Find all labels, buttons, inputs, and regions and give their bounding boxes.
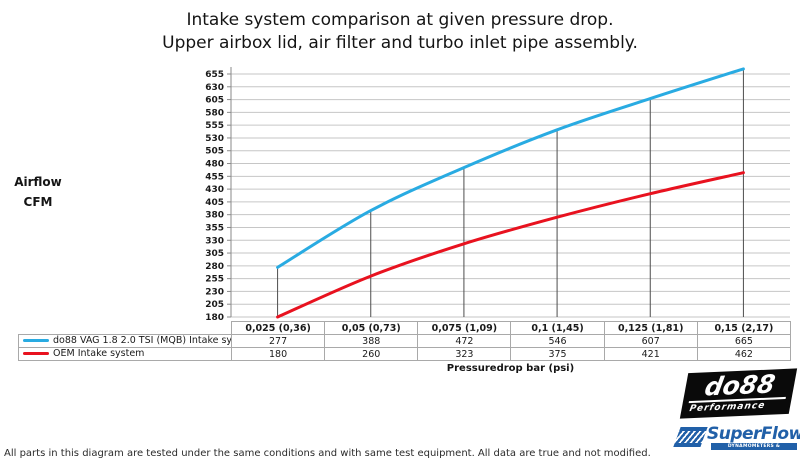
x-axis-label-cell: 0,05 (0,73) — [324, 321, 419, 335]
x-axis-label-cell: 0,025 (0,36) — [230, 321, 326, 335]
y-axis-title: Airflow CFM — [2, 172, 74, 212]
series-line-do88 — [276, 67, 745, 269]
superflow-waves-icon — [673, 427, 708, 447]
y-tick-label: 330 — [205, 236, 224, 246]
value-cell: 388 — [324, 334, 419, 348]
y-tick-label: 255 — [205, 275, 224, 285]
series-line-oem — [276, 171, 745, 319]
value-cell: 665 — [696, 334, 792, 348]
legend-cell: do88 VAG 1.8 2.0 TSI (MQB) Intake system… — [18, 334, 232, 348]
y-tick-label: 355 — [205, 223, 224, 233]
value-cell: 323 — [417, 347, 512, 361]
y-tick-label: 430 — [205, 185, 224, 195]
superflow-logo-subtext: DYNAMOMETERS & FLOWBENCHES — [711, 443, 797, 456]
data-table: 0,025 (0,36) 0,05 (0,73) 0,075 (1,09) 0,1 (… — [18, 321, 792, 361]
y-tick-label: 180 — [205, 313, 224, 322]
value-cell: 607 — [603, 334, 698, 348]
y-tick-label: 555 — [205, 121, 224, 131]
table-spacer-cell — [19, 322, 232, 335]
y-tick-label: 655 — [205, 70, 224, 80]
value-cell: 277 — [230, 334, 326, 348]
x-axis-title: Pressuredrop bar (psi) — [446, 363, 575, 374]
footnote: All parts in this diagram are tested und… — [4, 448, 651, 459]
y-tick-label: 205 — [205, 300, 224, 310]
do88-logo-text: do88 — [688, 369, 791, 404]
value-cell: 421 — [603, 347, 698, 361]
value-cell: 546 — [510, 334, 605, 348]
y-axis-title-line1: Airflow — [14, 175, 62, 189]
y-tick-label: 380 — [205, 211, 224, 221]
do88-logo: do88 Performance — [681, 369, 796, 418]
value-cell: 180 — [230, 347, 326, 361]
series-name-label: do88 VAG 1.8 2.0 TSI (MQB) Intake system… — [53, 335, 232, 347]
value-cell: 260 — [324, 347, 419, 361]
value-cell: 375 — [510, 347, 605, 361]
superflow-logo: SuperFlow DYNAMOMETERS & FLOWBENCHES — [673, 424, 800, 462]
x-axis-labels-row: 0,025 (0,36) 0,05 (0,73) 0,075 (1,09) 0,1 (… — [19, 321, 792, 335]
y-tick-label: 280 — [205, 262, 224, 272]
y-tick-label: 605 — [205, 96, 224, 106]
y-tick-label: 305 — [205, 249, 224, 259]
series-row: do88 VAG 1.8 2.0 TSI (MQB) Intake system… — [18, 334, 792, 348]
y-tick-label: 630 — [205, 83, 224, 93]
value-cell: 472 — [417, 334, 512, 348]
series-line-swatch — [23, 352, 49, 356]
series-name-label: OEM Intake system — [53, 348, 145, 360]
y-tick-label: 530 — [205, 134, 224, 144]
chart-title: Intake system comparison at given pressu… — [0, 9, 800, 55]
x-axis-label-cell: 0,125 (1,81) — [603, 321, 698, 335]
chart-title-line1: Intake system comparison at given pressu… — [186, 10, 614, 30]
y-axis-title-line2: CFM — [23, 195, 53, 209]
x-axis-label-cell: 0,1 (1,45) — [510, 321, 605, 335]
x-axis-label-cell: 0,075 (1,09) — [417, 321, 512, 335]
chart-title-line2: Upper airbox lid, air filter and turbo i… — [162, 33, 638, 53]
y-tick-label: 405 — [205, 198, 224, 208]
legend-cell: OEM Intake system — [18, 347, 232, 361]
y-tick-label: 580 — [205, 108, 224, 118]
value-cell: 462 — [696, 347, 792, 361]
series-row: OEM Intake system 180 260 323 375 421 462 — [18, 347, 792, 361]
airflow-line-chart: 180 205 230 255 280 305 330 355 380 405 430 455 480 5… — [205, 67, 790, 322]
x-axis-label-cell: 0,15 (2,17) — [696, 321, 792, 335]
superflow-logo-text: SuperFlow — [707, 424, 800, 444]
series-line-swatch — [23, 339, 49, 343]
y-tick-label: 480 — [205, 160, 224, 170]
y-tick-label: 505 — [205, 147, 224, 157]
y-tick-label: 455 — [205, 172, 224, 182]
y-tick-label: 230 — [205, 287, 224, 297]
